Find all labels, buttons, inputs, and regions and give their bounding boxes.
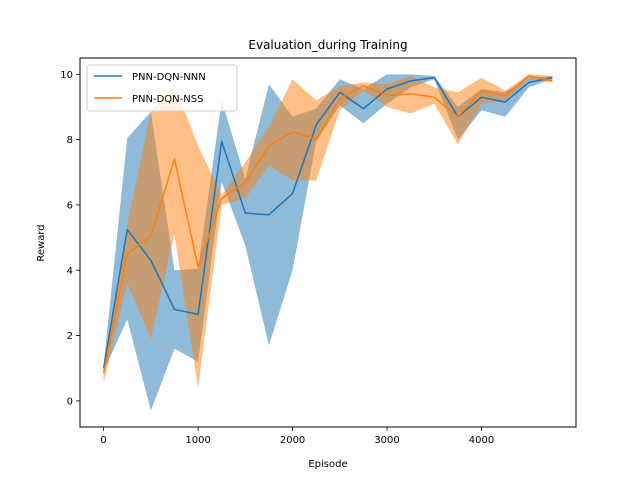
legend-label-nss: PNN-DQN-NSS — [132, 94, 203, 105]
x-tick-label: 1000 — [185, 435, 210, 446]
y-tick-label: 6 — [67, 200, 73, 211]
y-tick-label: 4 — [67, 266, 73, 277]
x-axis-ticks: 0 1000 2000 3000 4000 — [100, 427, 494, 446]
chart-title: Evaluation_during Training — [248, 38, 407, 52]
plot-frame — [79, 57, 577, 428]
legend-box — [86, 64, 238, 112]
y-tick-label: 8 — [67, 135, 73, 146]
legend-label-nnn: PNN-DQN-NNN — [132, 72, 206, 83]
series-lines — [102, 75, 553, 374]
y-tick-label: 0 — [67, 396, 73, 407]
band-series-1 — [103, 74, 553, 388]
x-tick-label: 0 — [100, 435, 106, 446]
band-series-0 — [103, 74, 553, 411]
x-axis-label: Episode — [308, 459, 347, 470]
confidence-bands — [103, 74, 553, 411]
line-series-0 — [102, 76, 553, 369]
y-axis-ticks: 0 2 4 6 8 10 — [60, 70, 80, 407]
y-tick-label: 10 — [60, 70, 73, 81]
y-tick-label: 2 — [67, 331, 73, 342]
x-tick-label: 4000 — [469, 435, 494, 446]
y-axis-label: Reward — [36, 224, 47, 261]
x-tick-label: 2000 — [280, 435, 305, 446]
legend: PNN-DQN-NNN PNN-DQN-NSS — [86, 64, 238, 112]
line-series-1 — [102, 75, 553, 374]
x-tick-label: 3000 — [374, 435, 399, 446]
